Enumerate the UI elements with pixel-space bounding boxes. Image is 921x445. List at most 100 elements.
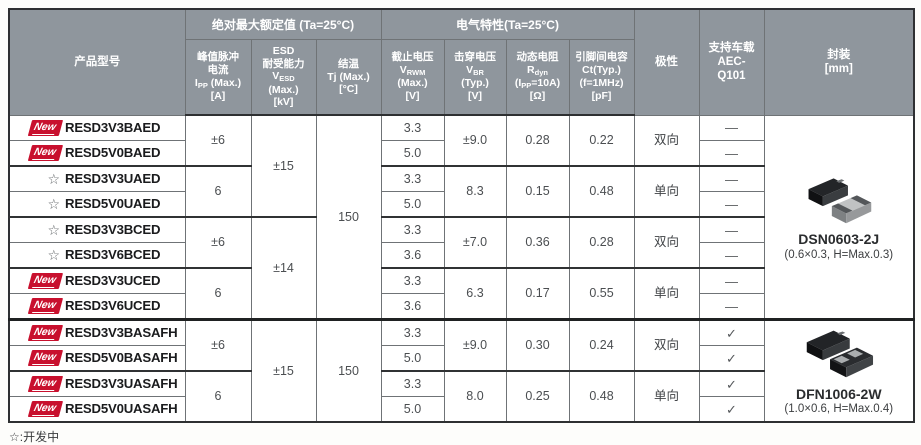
star-icon: ☆ xyxy=(47,196,60,212)
cell-ct: 0.22 xyxy=(568,114,635,167)
col-header-vesd: ESD 耐受能力 VESD (Max.) [kV] xyxy=(250,39,317,116)
table-row: ☆ RESD5V0UAED 5.0 — xyxy=(8,191,914,218)
product-cell-content: ☆ RESD3V3BCED xyxy=(10,219,184,242)
cell-ct: 0.28 xyxy=(568,216,635,269)
badge-slot: New xyxy=(14,325,64,341)
badge-slot: New xyxy=(14,376,64,392)
product-cell: New RESD3V3BASAFH xyxy=(8,318,186,346)
cell-rdyn: 0.28 xyxy=(505,114,570,167)
cell-aec: — xyxy=(698,165,765,192)
cell-ipp: ±6 xyxy=(184,114,252,167)
cell-package: DSN0603-2J (0.6×0.3, H=Max.0.3) xyxy=(763,114,915,320)
product-cell: ☆ RESD3V6BCED xyxy=(8,242,186,269)
cell-rdyn: 0.30 xyxy=(505,318,570,372)
cell-ipp: 6 xyxy=(184,267,252,320)
cell-ipp: ±6 xyxy=(184,216,252,269)
cell-ct: 0.48 xyxy=(568,165,635,218)
badge-slot: New xyxy=(14,145,64,161)
new-badge-label: New xyxy=(32,146,58,161)
product-cell-content: ☆ RESD3V6BCED xyxy=(10,243,184,267)
new-badge: New xyxy=(28,325,64,341)
cell-ct: 0.24 xyxy=(568,318,635,372)
col-header-aec: 支持车载 AEC- Q101 xyxy=(698,8,765,116)
cell-polarity: 双向 xyxy=(633,114,700,167)
product-model: RESD5V0BAED xyxy=(65,145,161,161)
spec-sheet: 产品型号 绝对最大额定值 (Ta=25°C) 电气特性(Ta=25°C) 极性 支持车载… xyxy=(8,8,915,445)
new-badge-label: New xyxy=(32,351,58,366)
star-icon: ☆ xyxy=(47,222,60,238)
dash-icon: — xyxy=(725,222,738,238)
col-header-ct: 引脚间电容 Ct(Typ.) (f=1MHz) [pF] xyxy=(568,39,635,116)
new-badge: New xyxy=(28,350,64,366)
cell-vbr: ±9.0 xyxy=(443,114,507,167)
product-model: RESD3V6UCED xyxy=(65,298,161,314)
product-model: RESD5V0UASAFH xyxy=(65,401,178,417)
col-header-package: 封装 [mm] xyxy=(763,8,915,116)
product-cell: New RESD3V3BAED xyxy=(8,114,186,141)
cell-aec: ✓ xyxy=(698,370,765,397)
badge-slot: ☆ xyxy=(14,172,61,186)
new-badge-label: New xyxy=(32,299,58,314)
cell-rdyn: 0.36 xyxy=(505,216,570,269)
package-name: DSN0603-2J xyxy=(798,231,880,248)
cell-aec: — xyxy=(698,216,765,243)
product-model: RESD3V3BCED xyxy=(65,222,161,238)
cell-polarity: 单向 xyxy=(633,267,700,320)
table-row: New RESD3V6UCED 3.6 — xyxy=(8,293,914,320)
dash-icon: — xyxy=(725,120,738,136)
cell-polarity: 单向 xyxy=(633,370,700,423)
col-header-vrwm: 截止电压 VRWM (Max.) [V] xyxy=(380,39,445,116)
package-dims: (1.0×0.6, H=Max.0.4) xyxy=(784,403,894,416)
cell-vrwm: 3.3 xyxy=(380,114,445,141)
col-header-polarity: 极性 xyxy=(633,8,700,116)
dash-icon: — xyxy=(725,171,738,187)
cell-vbr: ±7.0 xyxy=(443,216,507,269)
cell-vrwm: 3.3 xyxy=(380,318,445,346)
check-icon: ✓ xyxy=(726,325,737,341)
cell-vbr: 6.3 xyxy=(443,267,507,320)
cell-ipp: 6 xyxy=(184,370,252,423)
table-row: New RESD5V0BASAFH 5.0 ✓ xyxy=(8,345,914,372)
cell-vrwm: 3.3 xyxy=(380,267,445,294)
product-cell-content: New RESD5V0BASAFH xyxy=(10,346,184,370)
product-cell: ☆ RESD3V3BCED xyxy=(8,216,186,243)
cell-ct: 0.55 xyxy=(568,267,635,320)
product-model: RESD5V0BASAFH xyxy=(65,350,178,366)
product-model: RESD3V3BASAFH xyxy=(65,325,178,341)
new-badge: New xyxy=(28,145,64,161)
product-cell-content: ☆ RESD3V3UAED xyxy=(10,168,184,191)
dfn-chips-image xyxy=(796,325,882,384)
dsn-chips-image xyxy=(796,171,882,230)
group-header-absolute-max: 绝对最大额定值 (Ta=25°C) xyxy=(184,8,382,40)
package-content: DSN0603-2J (0.6×0.3, H=Max.0.3) xyxy=(766,171,913,263)
table-row: New RESD3V3BAED ±6 ±15 150 3.3 ±9.0 0.28 0.22 双向 —… xyxy=(8,114,915,320)
cell-rdyn: 0.17 xyxy=(505,267,570,320)
badge-slot: ☆ xyxy=(14,223,61,237)
cell-rdyn: 0.25 xyxy=(505,370,570,423)
product-cell: New RESD5V0BASAFH xyxy=(8,345,186,372)
cell-ipp: ±6 xyxy=(184,318,252,372)
cell-rdyn: 0.15 xyxy=(505,165,570,218)
cell-aec: — xyxy=(698,293,765,320)
cell-aec: — xyxy=(698,191,765,218)
star-icon: ☆ xyxy=(47,171,60,187)
product-cell-content: New RESD3V6UCED xyxy=(10,295,184,319)
cell-aec: ✓ xyxy=(698,318,765,346)
table-row: New RESD3V3UCED 6 3.3 6.3 0.17 0.55 单向 — xyxy=(8,267,914,320)
table-row: New RESD3V3BASAFH ±6 ±15 150 3.3 ±9.0 0.30 0.24 双… xyxy=(8,318,915,423)
col-header-product: 产品型号 xyxy=(8,8,186,116)
product-cell: New RESD5V0BAED xyxy=(8,140,186,167)
badge-slot: New xyxy=(14,273,64,289)
cell-vbr: 8.3 xyxy=(443,165,507,218)
cell-ipp: 6 xyxy=(184,165,252,218)
badge-slot: ☆ xyxy=(14,248,61,262)
cell-vrwm: 5.0 xyxy=(380,140,445,167)
col-header-rdyn: 动态电阻 Rdyn (IPP=10A) [Ω] xyxy=(505,39,570,116)
product-cell-content: ☆ RESD5V0UAED xyxy=(10,192,184,216)
check-icon: ✓ xyxy=(726,350,737,366)
new-badge-label: New xyxy=(32,402,58,417)
table-row: New RESD5V0BAED 5.0 — xyxy=(8,140,914,167)
product-cell-content: New RESD5V0UASAFH xyxy=(10,397,184,421)
cell-vrwm: 5.0 xyxy=(380,191,445,218)
cell-vrwm: 3.3 xyxy=(380,370,445,397)
